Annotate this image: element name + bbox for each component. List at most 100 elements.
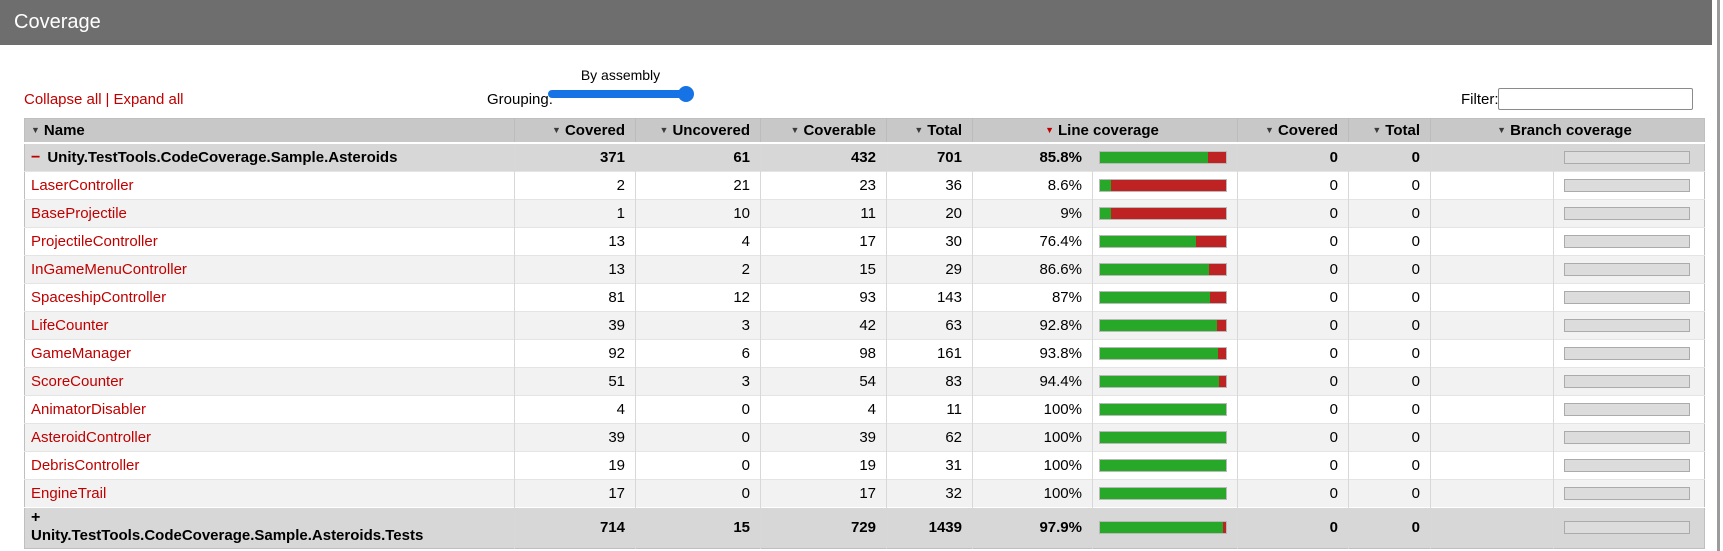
branch-coverage-bar-cell (1553, 283, 1705, 312)
slider-track[interactable] (548, 90, 693, 98)
coverable-cell: 15 (760, 255, 887, 284)
total-cell: 30 (886, 227, 973, 256)
class-link[interactable]: ScoreCounter (31, 373, 124, 390)
name-cell: LaserController (24, 171, 515, 200)
covered-cell: 39 (514, 423, 636, 452)
covered-bar-segment (1100, 292, 1210, 303)
col-header-branch-covered[interactable]: ▼ Covered (1237, 118, 1349, 144)
class-link[interactable]: BaseProjectile (31, 205, 127, 222)
uncovered-bar-segment (1209, 292, 1226, 303)
coverage-table: ▼ Name ▼ Covered ▼ Uncovered ▼ Coverable ▼ To… (24, 118, 1705, 549)
class-link[interactable]: SpaceshipController (31, 289, 167, 306)
col-header-uncovered[interactable]: ▼ Uncovered (635, 118, 761, 144)
coverable-cell: 98 (760, 339, 887, 368)
uncovered-cell: 6 (635, 339, 761, 368)
line-coverage-bar (1099, 235, 1227, 248)
branch-coverage-bar-cell (1553, 423, 1705, 452)
line-coverage-percent: 97.9% (972, 507, 1093, 549)
sort-down-icon: ▼ (1372, 125, 1382, 135)
covered-cell: 2 (514, 171, 636, 200)
branch-coverage-bar (1564, 521, 1690, 534)
branch-total-cell: 0 (1348, 423, 1431, 452)
branch-coverage-percent (1430, 171, 1554, 200)
class-link[interactable]: LifeCounter (31, 317, 109, 334)
branch-coverage-bar-cell (1553, 367, 1705, 396)
covered-bar-segment (1100, 376, 1219, 387)
expand-icon[interactable]: + (31, 509, 41, 526)
total-cell: 31 (886, 451, 973, 480)
branch-coverage-percent (1430, 227, 1554, 256)
page-title: Coverage (0, 0, 1712, 45)
expand-all-link[interactable]: Expand all (113, 91, 184, 108)
col-header-name[interactable]: ▼ Name (24, 118, 515, 144)
line-coverage-bar (1099, 521, 1227, 534)
branch-coverage-bar-cell (1553, 395, 1705, 424)
class-link[interactable]: ProjectileController (31, 233, 158, 250)
branch-coverage-percent (1430, 451, 1554, 480)
sort-down-icon: ▼ (659, 125, 669, 135)
branch-coverage-percent (1430, 395, 1554, 424)
vertical-scrollbar[interactable] (1717, 0, 1720, 551)
branch-covered-cell: 0 (1237, 171, 1349, 200)
class-link[interactable]: GameManager (31, 345, 132, 362)
col-header-total[interactable]: ▼ Total (886, 118, 973, 144)
branch-coverage-percent (1430, 423, 1554, 452)
line-coverage-bar (1099, 431, 1227, 444)
branch-coverage-bar (1564, 179, 1690, 192)
class-link[interactable]: DebrisController (31, 457, 140, 474)
branch-coverage-bar (1564, 459, 1690, 472)
branch-total-cell: 0 (1348, 479, 1431, 508)
name-cell: LifeCounter (24, 311, 515, 340)
col-header-branch-total[interactable]: ▼ Total (1348, 118, 1431, 144)
col-header-branch-coverage[interactable]: ▼ Branch coverage (1430, 118, 1705, 144)
covered-bar-segment (1100, 432, 1226, 443)
covered-cell: 4 (514, 395, 636, 424)
col-header-covered[interactable]: ▼ Covered (514, 118, 636, 144)
col-header-branch-total-label: Total (1385, 122, 1420, 139)
uncovered-cell: 0 (635, 479, 761, 508)
class-row: EngineTrail 17 0 17 32 100% 0 0 (24, 479, 1705, 508)
uncovered-bar-segment (1218, 348, 1226, 359)
collapse-all-link[interactable]: Collapse all (24, 91, 102, 108)
covered-cell: 81 (514, 283, 636, 312)
class-link[interactable]: LaserController (31, 177, 134, 194)
grouping-label: Grouping: (487, 91, 553, 108)
branch-coverage-percent (1430, 199, 1554, 228)
assembly-name: Unity.TestTools.CodeCoverage.Sample.Aste… (47, 149, 398, 166)
name-cell: SpaceshipController (24, 283, 515, 312)
class-link[interactable]: EngineTrail (31, 485, 107, 502)
col-header-name-label: Name (43, 122, 85, 139)
uncovered-cell: 0 (635, 451, 761, 480)
grouping-slider[interactable] (548, 86, 694, 102)
class-row: AnimatorDisabler 4 0 4 11 100% 0 0 (24, 395, 1705, 424)
total-cell: 143 (886, 283, 973, 312)
branch-coverage-bar-cell (1553, 451, 1705, 480)
class-link[interactable]: InGameMenuController (31, 261, 187, 278)
sort-down-icon: ▼ (552, 125, 561, 135)
coverable-cell: 93 (760, 283, 887, 312)
line-coverage-bar-cell (1092, 507, 1238, 549)
uncovered-bar-segment (1216, 320, 1226, 331)
line-coverage-percent: 85.8% (972, 142, 1093, 172)
class-link[interactable]: AsteroidController (31, 429, 152, 446)
line-coverage-bar-cell (1092, 395, 1238, 424)
name-cell: AsteroidController (24, 423, 515, 452)
collapse-icon[interactable]: − (31, 149, 41, 166)
assembly-name: Unity.TestTools.CodeCoverage.Sample.Aste… (31, 527, 424, 544)
coverable-cell: 11 (760, 199, 887, 228)
line-coverage-bar (1099, 375, 1227, 388)
link-separator: | (105, 91, 110, 108)
filter-input[interactable] (1498, 88, 1693, 110)
line-coverage-bar-cell (1092, 479, 1238, 508)
col-header-coverable[interactable]: ▼ Coverable (760, 118, 887, 144)
name-cell: DebrisController (24, 451, 515, 480)
branch-coverage-bar (1564, 375, 1690, 388)
col-header-uncovered-label: Uncovered (672, 122, 750, 139)
covered-cell: 92 (514, 339, 636, 368)
col-header-line-coverage[interactable]: ▼ Line coverage (972, 118, 1238, 144)
slider-thumb[interactable] (678, 86, 694, 102)
branch-coverage-bar (1564, 235, 1690, 248)
sort-down-icon: ▼ (31, 125, 40, 135)
class-link[interactable]: AnimatorDisabler (31, 401, 147, 418)
class-row: LifeCounter 39 3 42 63 92.8% 0 0 (24, 311, 1705, 340)
